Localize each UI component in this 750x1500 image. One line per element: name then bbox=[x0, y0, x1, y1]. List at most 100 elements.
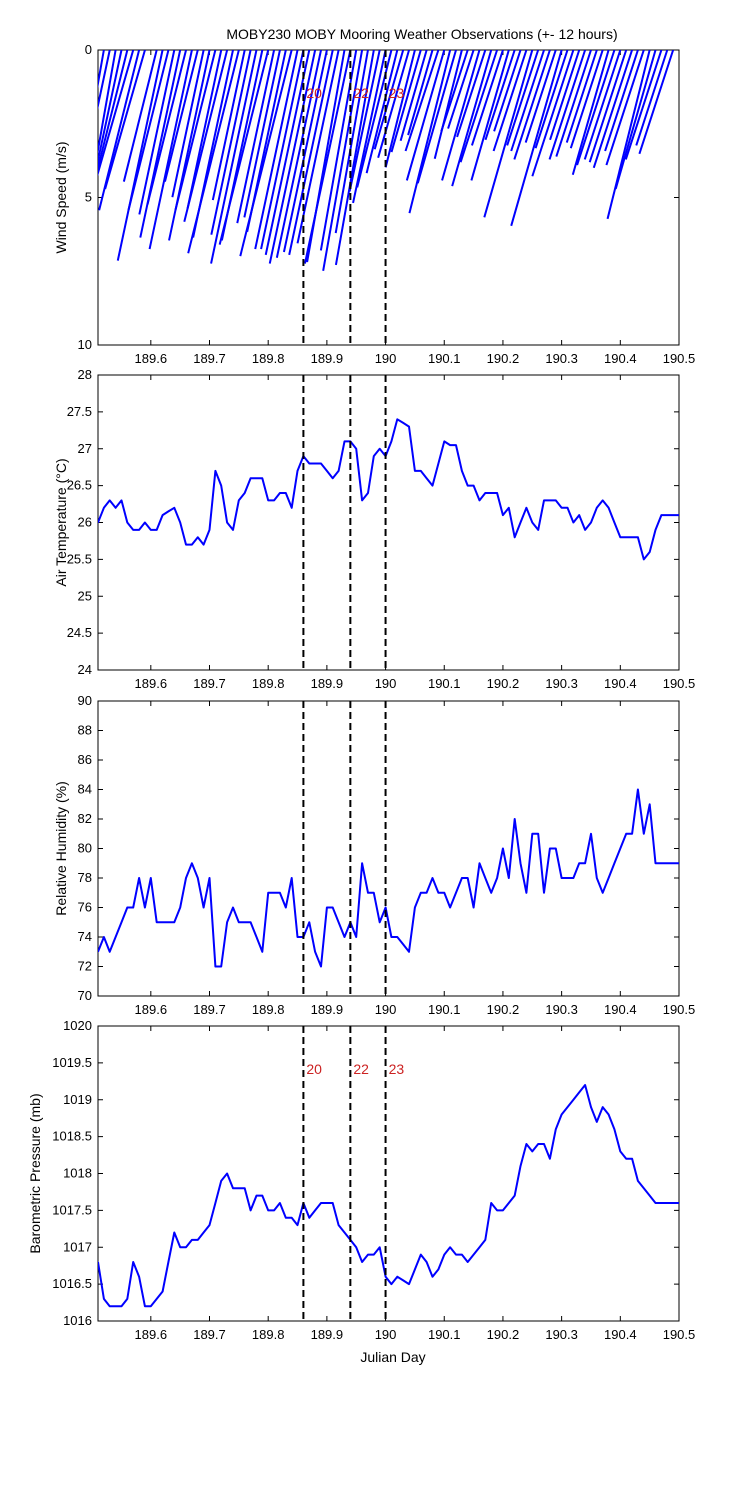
wind-stick bbox=[510, 50, 545, 152]
x-tick-label: 190.3 bbox=[545, 351, 578, 366]
data-point bbox=[255, 936, 258, 938]
data-point bbox=[338, 921, 340, 923]
data-point bbox=[549, 499, 551, 501]
data-point bbox=[285, 906, 287, 909]
y-tick-label: 1018.5 bbox=[52, 1129, 92, 1144]
data-point bbox=[279, 1202, 281, 1204]
x-tick-label: 190.5 bbox=[663, 351, 696, 366]
data-point bbox=[461, 1254, 463, 1256]
data-point bbox=[414, 906, 416, 909]
wind-stick bbox=[174, 50, 217, 211]
data-point bbox=[379, 1246, 381, 1248]
data-point bbox=[161, 514, 164, 516]
wind-stick bbox=[334, 50, 375, 266]
x-tick-label: 190 bbox=[375, 351, 397, 366]
data-point bbox=[496, 877, 498, 879]
data-point bbox=[98, 951, 99, 953]
wind-stick bbox=[569, 50, 604, 149]
wind-stick bbox=[373, 50, 405, 150]
wind-stick bbox=[606, 50, 651, 220]
wind-stick bbox=[592, 50, 634, 169]
data-point bbox=[373, 455, 375, 457]
x-tick-label: 190.4 bbox=[604, 1327, 637, 1342]
data-point bbox=[367, 1254, 369, 1256]
data-point bbox=[232, 529, 234, 531]
series-line bbox=[98, 418, 679, 561]
data-point bbox=[156, 529, 158, 531]
data-point bbox=[467, 1261, 469, 1263]
data-point bbox=[390, 440, 393, 442]
wind-stick bbox=[405, 50, 446, 181]
data-point bbox=[649, 551, 651, 553]
data-point bbox=[643, 833, 645, 835]
data-point bbox=[525, 892, 528, 894]
data-point bbox=[654, 1202, 657, 1204]
y-tick-label: 10 bbox=[78, 337, 92, 352]
data-point bbox=[443, 892, 445, 894]
data-point bbox=[514, 536, 516, 538]
data-point bbox=[261, 1195, 263, 1197]
chart-panel-4: 189.6 189.7 189.8 189.9 190 190.1 190.2 190.3 19… bbox=[27, 1018, 695, 1342]
data-point bbox=[649, 803, 651, 805]
x-tick-label: 189.8 bbox=[252, 1002, 285, 1017]
data-point bbox=[566, 507, 569, 509]
x-tick-label: 189.7 bbox=[193, 676, 226, 691]
data-point bbox=[373, 892, 375, 894]
data-point bbox=[220, 1180, 222, 1182]
data-point bbox=[431, 877, 434, 879]
data-point bbox=[508, 1202, 510, 1204]
data-point bbox=[467, 877, 469, 879]
data-point bbox=[167, 510, 170, 513]
wind-stick bbox=[459, 50, 499, 163]
wind-stick bbox=[275, 50, 322, 258]
data-point bbox=[543, 1143, 545, 1145]
data-point bbox=[115, 507, 117, 509]
x-tick-label: 189.9 bbox=[311, 351, 344, 366]
data-point bbox=[408, 951, 410, 953]
x-tick-label: 189.9 bbox=[311, 1002, 344, 1017]
data-point bbox=[467, 485, 469, 487]
wind-stick bbox=[138, 50, 176, 215]
y-tick-label: 84 bbox=[78, 782, 92, 797]
y-tick-label: 25.5 bbox=[67, 551, 92, 566]
data-point bbox=[637, 536, 639, 538]
data-point bbox=[596, 877, 598, 879]
data-point bbox=[120, 921, 123, 923]
y-tick-label: 1018 bbox=[63, 1166, 92, 1181]
x-tick-label: 190.2 bbox=[487, 676, 520, 691]
data-point bbox=[420, 892, 422, 894]
x-tick-label: 190.3 bbox=[545, 1002, 578, 1017]
wind-stick bbox=[243, 50, 281, 218]
data-point bbox=[361, 1261, 363, 1263]
data-point bbox=[291, 507, 293, 509]
data-point bbox=[144, 1305, 146, 1307]
data-point bbox=[355, 448, 357, 450]
wind-stick bbox=[171, 50, 205, 198]
wind-stick bbox=[98, 50, 117, 156]
data-point bbox=[132, 529, 134, 531]
x-tick-label: 190.1 bbox=[428, 1327, 461, 1342]
data-point bbox=[637, 788, 639, 791]
wind-stick bbox=[334, 50, 369, 234]
data-point bbox=[654, 862, 657, 864]
wind-stick bbox=[451, 50, 493, 187]
data-point bbox=[156, 921, 158, 923]
y-tick-label: 88 bbox=[78, 723, 92, 738]
wind-stick bbox=[447, 50, 475, 129]
wind-stick bbox=[583, 50, 622, 160]
series-group bbox=[98, 50, 675, 271]
data-point bbox=[285, 1217, 287, 1219]
data-point bbox=[249, 921, 252, 923]
wind-stick bbox=[163, 50, 199, 182]
data-point bbox=[390, 1283, 393, 1285]
data-point bbox=[338, 470, 340, 472]
data-point bbox=[214, 1202, 216, 1204]
wind-stick bbox=[239, 50, 293, 257]
data-point bbox=[132, 1261, 134, 1263]
data-point bbox=[414, 470, 416, 472]
data-point bbox=[649, 1195, 651, 1197]
data-point bbox=[203, 544, 205, 546]
data-point bbox=[384, 1276, 387, 1278]
series-line bbox=[98, 788, 679, 968]
data-point bbox=[144, 521, 146, 524]
